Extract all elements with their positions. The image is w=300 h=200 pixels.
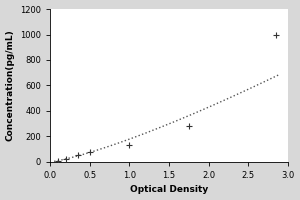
Point — [56, 159, 61, 162]
X-axis label: Optical Density: Optical Density — [130, 185, 208, 194]
Point — [76, 154, 80, 157]
Point — [87, 151, 92, 154]
Point — [127, 144, 132, 147]
Point — [274, 33, 278, 36]
Point — [186, 125, 191, 128]
Y-axis label: Concentration(pg/mL): Concentration(pg/mL) — [6, 30, 15, 141]
Point — [64, 157, 68, 160]
